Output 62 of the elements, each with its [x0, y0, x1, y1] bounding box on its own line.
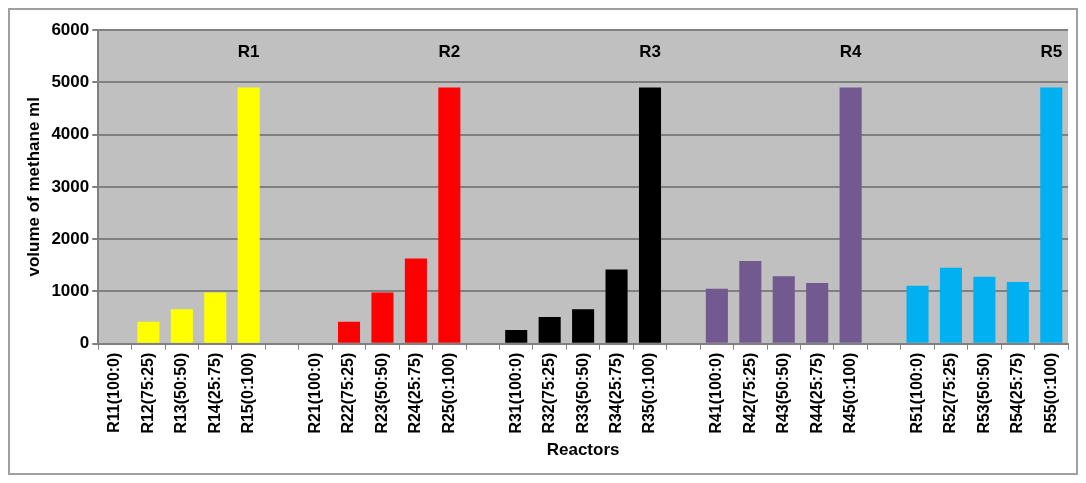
x-tick-label: R51(100:0) [907, 352, 925, 434]
x-tick-label: R55(0:100) [1041, 352, 1059, 434]
x-tick-label: R25(0:100) [439, 352, 457, 434]
y-tick-label: 4000 [51, 124, 90, 144]
bar [404, 258, 427, 343]
x-tick-label: R45(0:100) [841, 352, 859, 434]
y-tick-label: 5000 [51, 71, 90, 91]
x-tick-label: R21(100:0) [305, 352, 323, 434]
bar [438, 87, 461, 343]
x-axis-title: Reactors [546, 440, 620, 460]
bar [1006, 281, 1029, 343]
x-tick-label: R54(25:75) [1008, 352, 1026, 434]
annotation: R3 [639, 41, 661, 61]
x-tick-label: R14(25:75) [205, 352, 223, 434]
x-tick-label: R12(75:25) [138, 352, 156, 434]
bar [505, 330, 528, 343]
bar [337, 321, 361, 343]
x-tick-label: R24(25:75) [406, 352, 424, 434]
x-tick-label: R33(50:50) [573, 352, 591, 434]
x-tick-label: R13(50:50) [172, 352, 190, 434]
bar [204, 292, 227, 343]
x-tick-label: R15(0:100) [239, 352, 257, 434]
bar [538, 317, 561, 343]
bar [572, 309, 595, 343]
x-tick-label: R53(50:50) [974, 352, 992, 434]
x-tick-label: R34(25:75) [606, 352, 624, 434]
annotation: R2 [438, 41, 461, 61]
bar [170, 309, 193, 343]
bar [371, 292, 394, 343]
x-tick-label: R23(50:50) [372, 352, 390, 434]
y-tick-label: 6000 [51, 19, 90, 39]
y-axis-title: volume of methane ml [23, 97, 43, 277]
annotation: R4 [839, 41, 863, 61]
x-tick-label: R11(100:0) [105, 352, 123, 433]
y-tick-label: 0 [79, 333, 90, 353]
bar [237, 87, 260, 343]
x-tick-label: R42(75:25) [740, 352, 758, 434]
bar [772, 276, 795, 343]
bar [939, 267, 962, 343]
x-tick-label: R43(50:50) [774, 352, 792, 434]
x-tick-label: R44(25:75) [807, 352, 825, 434]
bar [638, 87, 662, 343]
bar [137, 321, 160, 343]
x-tick-label: R41(100:0) [707, 352, 725, 434]
annotation: R5 [1040, 41, 1063, 61]
x-tick-label: R31(100:0) [506, 352, 524, 434]
bar [973, 276, 996, 343]
y-tick-label: 1000 [51, 281, 90, 301]
annotation: R1 [237, 41, 260, 61]
bar [739, 261, 762, 343]
x-tick-label: R32(75:25) [540, 352, 558, 434]
bar [839, 87, 862, 343]
bar [806, 283, 829, 343]
y-tick-label: 3000 [51, 176, 90, 196]
bar [906, 285, 929, 343]
x-tick-label: R35(0:100) [640, 352, 658, 434]
bar [1040, 87, 1063, 343]
y-tick-label: 2000 [51, 228, 90, 248]
bar [605, 269, 628, 343]
bar [705, 288, 728, 343]
x-tick-label: R52(75:25) [941, 352, 959, 434]
x-tick-label: R22(75:25) [339, 352, 357, 434]
